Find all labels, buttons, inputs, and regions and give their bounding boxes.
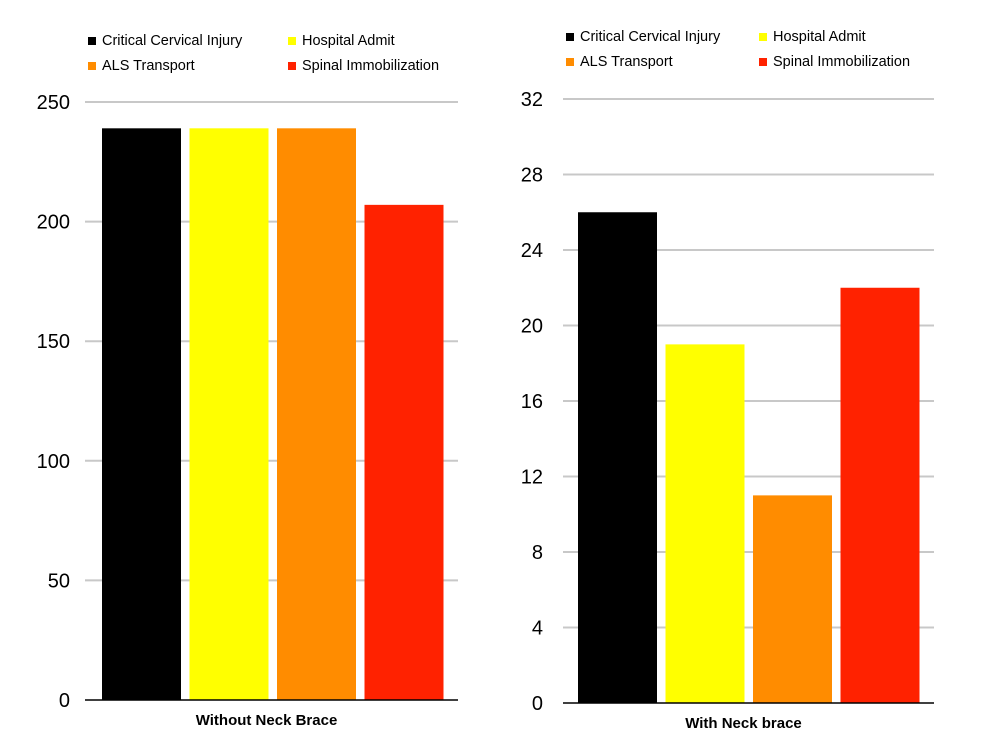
legend-swatch-critical-cervical-injury xyxy=(88,37,96,45)
chart-with-neck-brace: 0 4 8 12 16 20 24 28 32 With Neck brace Critical C… xyxy=(521,29,934,732)
y-tick-label: 200 xyxy=(37,212,70,234)
legend-label-spinal-immobilization: Spinal Immobilization xyxy=(302,58,439,74)
bar-critical-cervical-injury xyxy=(578,212,657,703)
y-tick-label: 8 xyxy=(532,542,543,564)
legend-label-critical-cervical-injury: Critical Cervical Injury xyxy=(580,29,721,45)
y-tick-label: 20 xyxy=(521,316,543,338)
bar-hospital-admit xyxy=(665,344,745,703)
legend-swatch-als-transport xyxy=(88,62,96,70)
y-tick-label: 0 xyxy=(59,690,70,712)
legend-swatch-als-transport xyxy=(566,58,574,66)
bar-hospital-admit xyxy=(189,128,269,700)
legend-label-als-transport: ALS Transport xyxy=(580,54,673,70)
legend-swatch-spinal-immobilization xyxy=(759,58,767,66)
bar-als-transport xyxy=(277,128,356,700)
legend-label-critical-cervical-injury: Critical Cervical Injury xyxy=(102,33,243,49)
y-tick-label: 250 xyxy=(37,92,70,114)
y-tick-label: 24 xyxy=(521,240,543,262)
y-tick-label: 4 xyxy=(532,618,543,640)
legend-label-als-transport: ALS Transport xyxy=(102,58,195,74)
y-tick-label: 100 xyxy=(37,451,70,473)
bar-als-transport xyxy=(753,495,832,703)
legend-swatch-spinal-immobilization xyxy=(288,62,296,70)
legend-label-hospital-admit: Hospital Admit xyxy=(302,33,395,49)
legend-label-spinal-immobilization: Spinal Immobilization xyxy=(773,54,910,70)
x-axis-label: With Neck brace xyxy=(685,715,802,732)
y-tick-label: 28 xyxy=(521,165,543,187)
legend-label-hospital-admit: Hospital Admit xyxy=(773,29,866,45)
y-tick-label: 150 xyxy=(37,331,70,353)
x-axis-label: Without Neck Brace xyxy=(196,712,338,729)
legend-swatch-hospital-admit xyxy=(759,33,767,41)
bar-spinal-immobilization xyxy=(364,204,444,700)
y-tick-label: 16 xyxy=(521,391,543,413)
y-tick-label: 50 xyxy=(48,570,70,592)
y-tick-label: 12 xyxy=(521,467,543,489)
chart-without-neck-brace: 0 50 100 150 200 250 Without Neck Brace Critica… xyxy=(37,33,458,729)
y-tick-label: 32 xyxy=(521,89,543,111)
y-tick-label: 0 xyxy=(532,693,543,715)
bar-spinal-immobilization xyxy=(840,287,920,703)
bar-critical-cervical-injury xyxy=(102,128,181,700)
legend-swatch-critical-cervical-injury xyxy=(566,33,574,41)
legend-swatch-hospital-admit xyxy=(288,37,296,45)
